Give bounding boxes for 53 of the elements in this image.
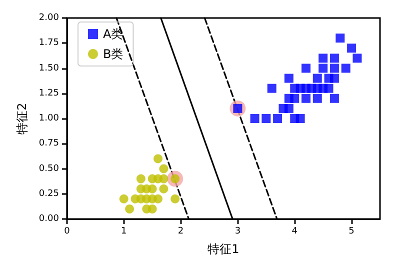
x-tick-label: 3 xyxy=(234,226,241,236)
point xyxy=(352,54,362,63)
point xyxy=(336,34,345,43)
point xyxy=(302,64,311,73)
x-tick-label: 0 xyxy=(64,226,70,236)
x-axis-title: 特征1 xyxy=(208,242,240,256)
point xyxy=(302,94,311,103)
point xyxy=(324,84,334,93)
point xyxy=(290,94,300,103)
point xyxy=(119,194,128,204)
y-tick-label: 0.50 xyxy=(38,164,60,174)
point xyxy=(312,74,322,83)
x-tick-label: 2 xyxy=(178,226,184,236)
point xyxy=(330,54,339,63)
point xyxy=(159,184,168,194)
legend-label: B类 xyxy=(103,47,124,61)
x-tick-label: 1 xyxy=(120,226,127,236)
point xyxy=(273,114,282,123)
y-tick-label: 2.00 xyxy=(38,13,60,23)
legend-label: A类 xyxy=(103,27,124,41)
point xyxy=(154,194,163,204)
point xyxy=(154,154,163,164)
point xyxy=(284,104,294,113)
x-tick-label: 5 xyxy=(348,226,354,236)
y-tick-label: 1.75 xyxy=(38,38,59,48)
point xyxy=(159,174,168,184)
point xyxy=(125,204,134,214)
point xyxy=(250,114,260,123)
point xyxy=(296,114,305,123)
point xyxy=(318,64,328,73)
point xyxy=(330,64,339,73)
point xyxy=(330,94,339,103)
y-axis-title: 特征2 xyxy=(15,102,29,134)
point xyxy=(136,174,146,184)
y-tick-label: 1.50 xyxy=(38,63,60,74)
point xyxy=(148,204,157,214)
y-tick-label: 1.25 xyxy=(38,88,59,98)
y-tick-label: 1.00 xyxy=(38,114,60,124)
point xyxy=(284,74,294,83)
point xyxy=(341,64,350,73)
point xyxy=(148,184,157,194)
x-tick-label: 4 xyxy=(292,226,298,236)
y-tick-label: 0.25 xyxy=(38,188,59,199)
point xyxy=(330,74,339,83)
point xyxy=(267,84,276,93)
point xyxy=(312,94,322,103)
point xyxy=(159,164,168,174)
point xyxy=(347,44,356,53)
y-tick-label: 0.75 xyxy=(38,138,59,149)
point xyxy=(262,114,271,123)
point xyxy=(170,194,180,204)
y-tick-label: 0.00 xyxy=(38,214,60,224)
point xyxy=(318,54,328,63)
